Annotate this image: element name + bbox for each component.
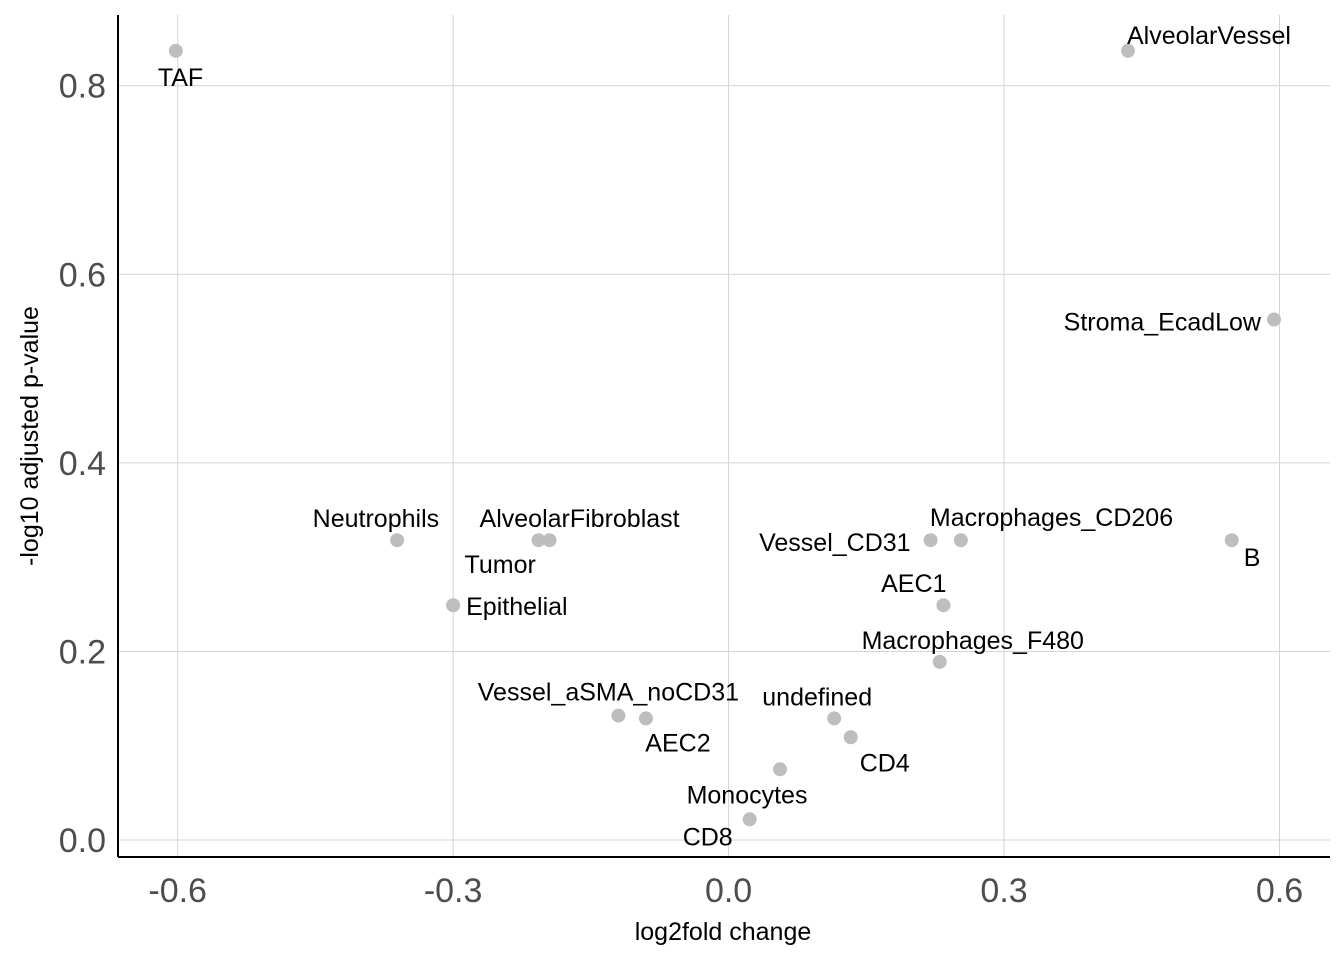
data-points	[168, 43, 1281, 827]
data-point	[390, 533, 405, 548]
tick-labels: -0.6 -0.3 0.0 0.3 0.6 0.0 0.2 0.4 0.6 0.8	[59, 68, 1303, 910]
point-label: AEC1	[881, 570, 946, 598]
data-point	[923, 533, 938, 548]
point-label: AlveolarVessel	[1127, 22, 1291, 50]
point-label: undefined	[762, 683, 872, 711]
data-point	[742, 812, 757, 827]
y-tick-label: 0.2	[59, 633, 106, 671]
grid-lines	[118, 15, 1330, 857]
data-point	[542, 533, 557, 548]
data-point	[932, 654, 947, 669]
x-tick-label: 0.6	[1256, 872, 1303, 910]
y-tick-label: 0.8	[59, 68, 106, 106]
data-point	[1121, 43, 1135, 58]
point-label: Epithelial	[466, 593, 567, 621]
point-label: Monocytes	[687, 781, 808, 809]
data-point	[446, 598, 461, 613]
point-label: CD4	[860, 749, 910, 777]
data-point	[843, 730, 858, 745]
point-label: AEC2	[645, 729, 710, 757]
x-tick-label: -0.3	[424, 872, 483, 910]
point-label: CD8	[683, 823, 733, 851]
point-label: AlveolarFibroblast	[480, 505, 680, 533]
y-tick-label: 0.0	[59, 822, 106, 860]
data-point	[531, 533, 546, 548]
point-label: TAF	[158, 64, 203, 92]
data-point	[773, 762, 788, 777]
data-point	[953, 533, 968, 548]
data-point	[936, 598, 951, 613]
point-label: Neutrophils	[313, 505, 439, 533]
data-point	[638, 711, 653, 726]
point-label: B	[1244, 544, 1261, 572]
y-tick-label: 0.6	[59, 256, 106, 294]
point-label: Stroma_EcadLow	[1064, 309, 1262, 337]
axes	[117, 15, 1330, 858]
point-label: Vessel_CD31	[759, 529, 910, 557]
y-tick-label: 0.4	[59, 445, 106, 483]
point-label: Macrophages_CD206	[930, 504, 1173, 532]
x-tick-label: -0.6	[148, 872, 207, 910]
point-label: Macrophages_F480	[862, 627, 1084, 655]
data-point	[1266, 312, 1281, 327]
data-point	[611, 708, 626, 723]
point-labels: TAF AlveolarVessel Stroma_EcadLow Neutrophi…	[158, 22, 1291, 851]
data-point	[168, 43, 183, 58]
x-axis-title: log2fold change	[635, 918, 812, 946]
data-point	[1224, 533, 1239, 548]
x-tick-label: 0.3	[980, 872, 1027, 910]
data-point	[827, 711, 842, 726]
point-label: Vessel_aSMA_noCD31	[478, 679, 739, 707]
x-tick-label: 0.0	[705, 872, 752, 910]
point-label: Tumor	[465, 551, 536, 579]
y-axis-title: -log10 adjusted p-value	[16, 306, 44, 566]
